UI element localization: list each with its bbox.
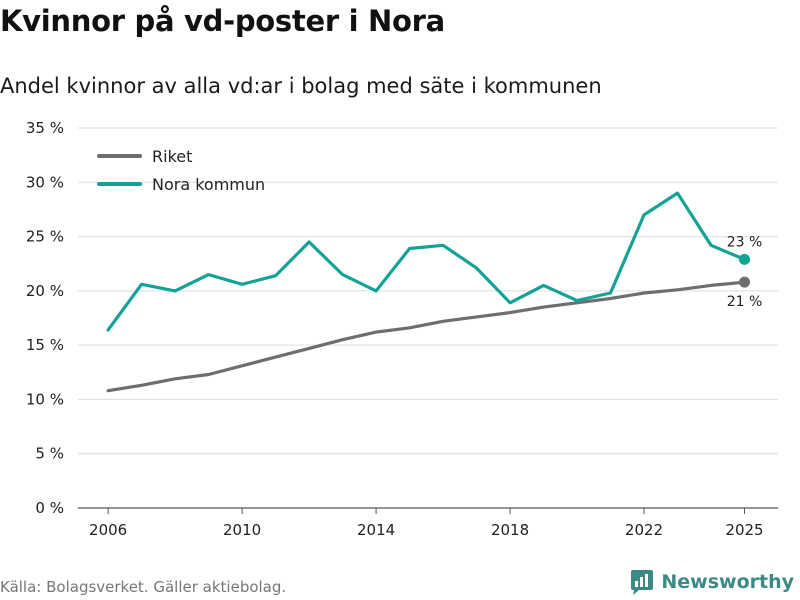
brand-logo[interactable]: Newsworthy (629, 568, 794, 596)
y-tick-label: 5 % (35, 445, 64, 463)
gridlines (78, 127, 778, 509)
series-line-nora-kommun (106, 191, 747, 332)
y-tick-label: 20 % (26, 282, 64, 300)
end-point-riket (739, 276, 751, 288)
y-axis-ticks: 0 % 5 % 10 % 15 % 20 % 25 % 30 % 35 % (26, 119, 64, 517)
y-tick-label: 30 % (26, 173, 64, 191)
x-tick-label: 2010 (223, 521, 261, 539)
x-tick-label: 2025 (725, 521, 763, 539)
y-tick-label: 35 % (26, 119, 64, 137)
chart-title: Kvinnor på vd-poster i Nora (0, 4, 445, 38)
end-point-nora-kommun (739, 253, 751, 265)
y-tick-label: 15 % (26, 336, 64, 354)
source-note: Källa: Bolagsverket. Gäller aktiebolag. (0, 578, 287, 596)
x-axis-ticks: 2006 2010 2014 2018 2022 2025 (89, 508, 764, 539)
series-lines: 21 % 23 % (106, 191, 763, 393)
brand-name: Newsworthy (661, 571, 794, 593)
y-tick-label: 10 % (26, 390, 64, 408)
x-tick-label: 2014 (357, 521, 395, 539)
end-label-riket: 21 % (727, 294, 763, 310)
y-tick-label: 0 % (35, 499, 64, 517)
legend-label-nora-kommun: Nora kommun (152, 175, 265, 194)
x-tick-label: 2018 (491, 521, 529, 539)
x-tick-label: 2006 (89, 521, 127, 539)
legend-label-riket: Riket (152, 147, 192, 166)
series-line-riket (106, 280, 747, 393)
y-tick-label: 25 % (26, 228, 64, 246)
newsworthy-logo-icon (631, 570, 654, 595)
chart-subtitle: Andel kvinnor av alla vd:ar i bolag med … (0, 74, 602, 98)
end-label-nora-kommun: 23 % (727, 234, 763, 250)
legend: Riket Nora kommun (97, 147, 265, 194)
x-tick-label: 2022 (625, 521, 663, 539)
